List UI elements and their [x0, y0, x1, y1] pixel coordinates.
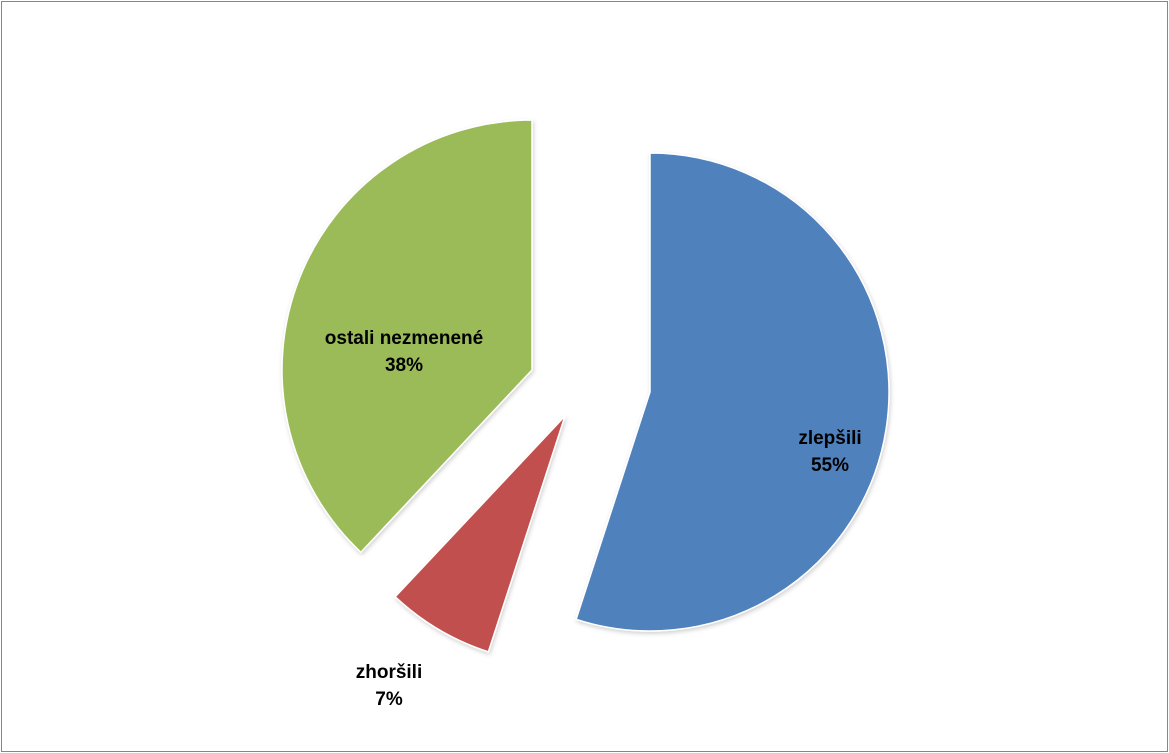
slice-percent-label: 38% — [385, 355, 423, 376]
pie-slice-3 — [281, 119, 533, 554]
pie-slice-1 — [575, 152, 890, 632]
slice-category-label: zhoršili — [356, 662, 423, 683]
slice-category-label: ostali nezmenené — [325, 328, 483, 349]
slice-percent-label: 7% — [375, 689, 403, 710]
pie-slice-2 — [394, 415, 566, 653]
slice-label-2: zhoršili 7% — [356, 662, 423, 710]
slice-label-3: ostali nezmenené 38% — [325, 328, 483, 376]
slice-percent-label: 55% — [811, 455, 849, 476]
slice-category-label: zlepšili — [798, 428, 861, 449]
slice-label-1: zlepšili 55% — [798, 428, 861, 476]
